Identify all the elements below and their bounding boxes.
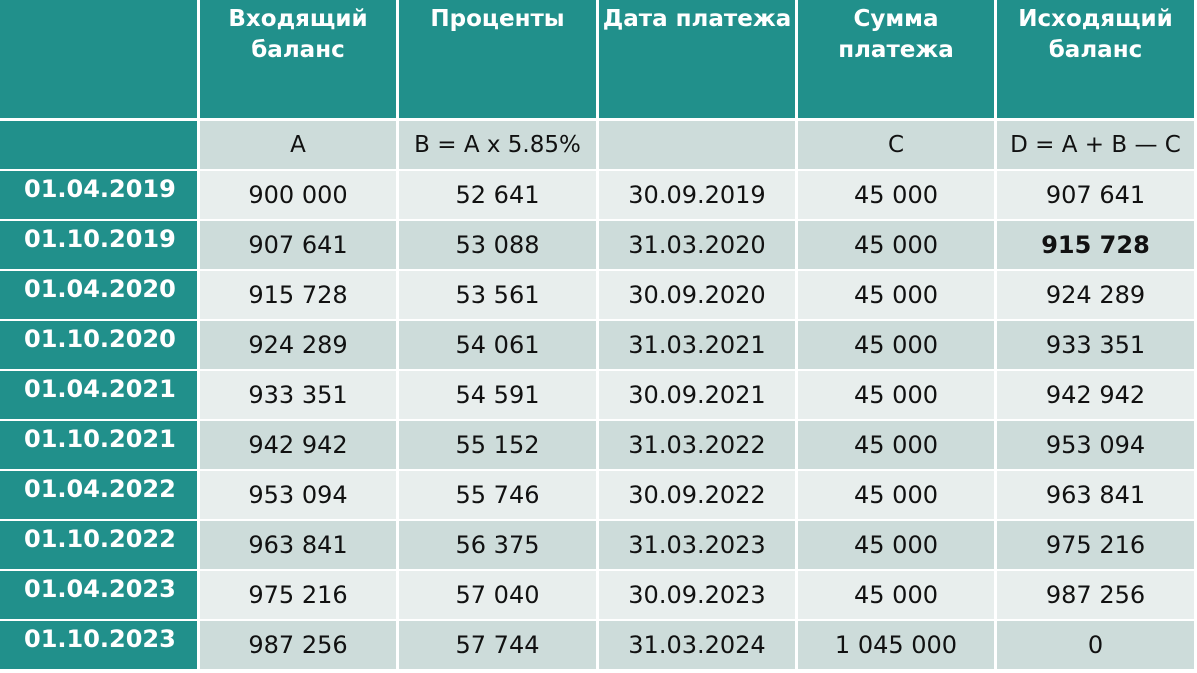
opening-balance-cell: 924 289 (200, 321, 399, 371)
closing-balance-cell: 0 (997, 621, 1197, 671)
opening-balance-cell: 963 841 (200, 521, 399, 571)
closing-balance-cell: 933 351 (997, 321, 1197, 371)
payment-date-cell: 31.03.2023 (599, 521, 798, 571)
payment-date-cell: 30.09.2022 (599, 471, 798, 521)
formula-payment-date (599, 121, 798, 171)
closing-balance-cell: 963 841 (997, 471, 1197, 521)
payment-date-cell: 30.09.2021 (599, 371, 798, 421)
formula-interest: B = A x 5.85% (399, 121, 599, 171)
formula-payment: C (798, 121, 997, 171)
row-date: 01.04.2022 (0, 471, 200, 521)
header-interest: Проценты (399, 0, 599, 121)
row-date: 01.10.2023 (0, 621, 200, 671)
closing-balance-cell: 953 094 (997, 421, 1197, 471)
payment-amount-cell: 45 000 (798, 371, 997, 421)
payment-date-cell: 30.09.2023 (599, 571, 798, 621)
interest-cell: 54 591 (399, 371, 599, 421)
payment-amount-cell: 45 000 (798, 171, 997, 221)
opening-balance-cell: 915 728 (200, 271, 399, 321)
payment-date-cell: 30.09.2020 (599, 271, 798, 321)
interest-cell: 56 375 (399, 521, 599, 571)
payment-amount-cell: 1 045 000 (798, 621, 997, 671)
row-date: 01.10.2021 (0, 421, 200, 471)
interest-cell: 53 561 (399, 271, 599, 321)
opening-balance-cell: 975 216 (200, 571, 399, 621)
row-date: 01.10.2022 (0, 521, 200, 571)
header-payment-amount: Сумма платежа (798, 0, 997, 121)
formula-closing: D = A + B — C (997, 121, 1197, 171)
header-row: Входящий баланс Проценты Дата платежа Су… (0, 0, 1197, 121)
table-row: 01.10.2019 907 641 53 088 31.03.2020 45 000 9… (0, 221, 1197, 271)
table-row: 01.10.2023 987 256 57 744 31.03.2024 1 045 0… (0, 621, 1197, 671)
interest-cell: 52 641 (399, 171, 599, 221)
row-date: 01.10.2020 (0, 321, 200, 371)
table-row: 01.04.2023 975 216 57 040 30.09.2023 45 000 9… (0, 571, 1197, 621)
table-row: 01.04.2019 900 000 52 641 30.09.2019 45 000 9… (0, 171, 1197, 221)
payment-amount-cell: 45 000 (798, 471, 997, 521)
payment-date-cell: 31.03.2024 (599, 621, 798, 671)
formula-row: A B = A x 5.85% C D = A + B — C (0, 121, 1197, 171)
interest-cell: 55 746 (399, 471, 599, 521)
payment-amount-cell: 45 000 (798, 321, 997, 371)
header-payment-date: Дата платежа (599, 0, 798, 121)
closing-balance-cell: 942 942 (997, 371, 1197, 421)
payment-date-cell: 31.03.2020 (599, 221, 798, 271)
table-row: 01.10.2022 963 841 56 375 31.03.2023 45 000 9… (0, 521, 1197, 571)
opening-balance-cell: 907 641 (200, 221, 399, 271)
table-row: 01.04.2021 933 351 54 591 30.09.2021 45 000 9… (0, 371, 1197, 421)
closing-balance-cell: 924 289 (997, 271, 1197, 321)
payment-amount-cell: 45 000 (798, 521, 997, 571)
interest-cell: 55 152 (399, 421, 599, 471)
table-row: 01.04.2022 953 094 55 746 30.09.2022 45 000 9… (0, 471, 1197, 521)
payment-date-cell: 31.03.2021 (599, 321, 798, 371)
row-date: 01.04.2019 (0, 171, 200, 221)
interest-cell: 53 088 (399, 221, 599, 271)
closing-balance-cell: 915 728 (997, 221, 1197, 271)
interest-cell: 57 744 (399, 621, 599, 671)
payment-amount-cell: 45 000 (798, 571, 997, 621)
interest-cell: 54 061 (399, 321, 599, 371)
row-date: 01.04.2021 (0, 371, 200, 421)
payment-amount-cell: 45 000 (798, 271, 997, 321)
closing-balance-cell: 907 641 (997, 171, 1197, 221)
opening-balance-cell: 942 942 (200, 421, 399, 471)
table-row: 01.04.2020 915 728 53 561 30.09.2020 45 000 9… (0, 271, 1197, 321)
opening-balance-cell: 933 351 (200, 371, 399, 421)
formula-stub (0, 121, 200, 171)
table-row: 01.10.2021 942 942 55 152 31.03.2022 45 000 9… (0, 421, 1197, 471)
closing-balance-cell: 975 216 (997, 521, 1197, 571)
payment-amount-cell: 45 000 (798, 221, 997, 271)
payment-date-cell: 30.09.2019 (599, 171, 798, 221)
payment-date-cell: 31.03.2022 (599, 421, 798, 471)
header-closing-balance: Исходящий баланс (997, 0, 1197, 121)
opening-balance-cell: 987 256 (200, 621, 399, 671)
table-row: 01.10.2020 924 289 54 061 31.03.2021 45 000 9… (0, 321, 1197, 371)
interest-cell: 57 040 (399, 571, 599, 621)
closing-balance-cell: 987 256 (997, 571, 1197, 621)
payment-amount-cell: 45 000 (798, 421, 997, 471)
header-opening-balance: Входящий баланс (200, 0, 399, 121)
opening-balance-cell: 900 000 (200, 171, 399, 221)
opening-balance-cell: 953 094 (200, 471, 399, 521)
formula-opening: A (200, 121, 399, 171)
header-stub (0, 0, 200, 121)
row-date: 01.04.2023 (0, 571, 200, 621)
row-date: 01.04.2020 (0, 271, 200, 321)
row-date: 01.10.2019 (0, 221, 200, 271)
